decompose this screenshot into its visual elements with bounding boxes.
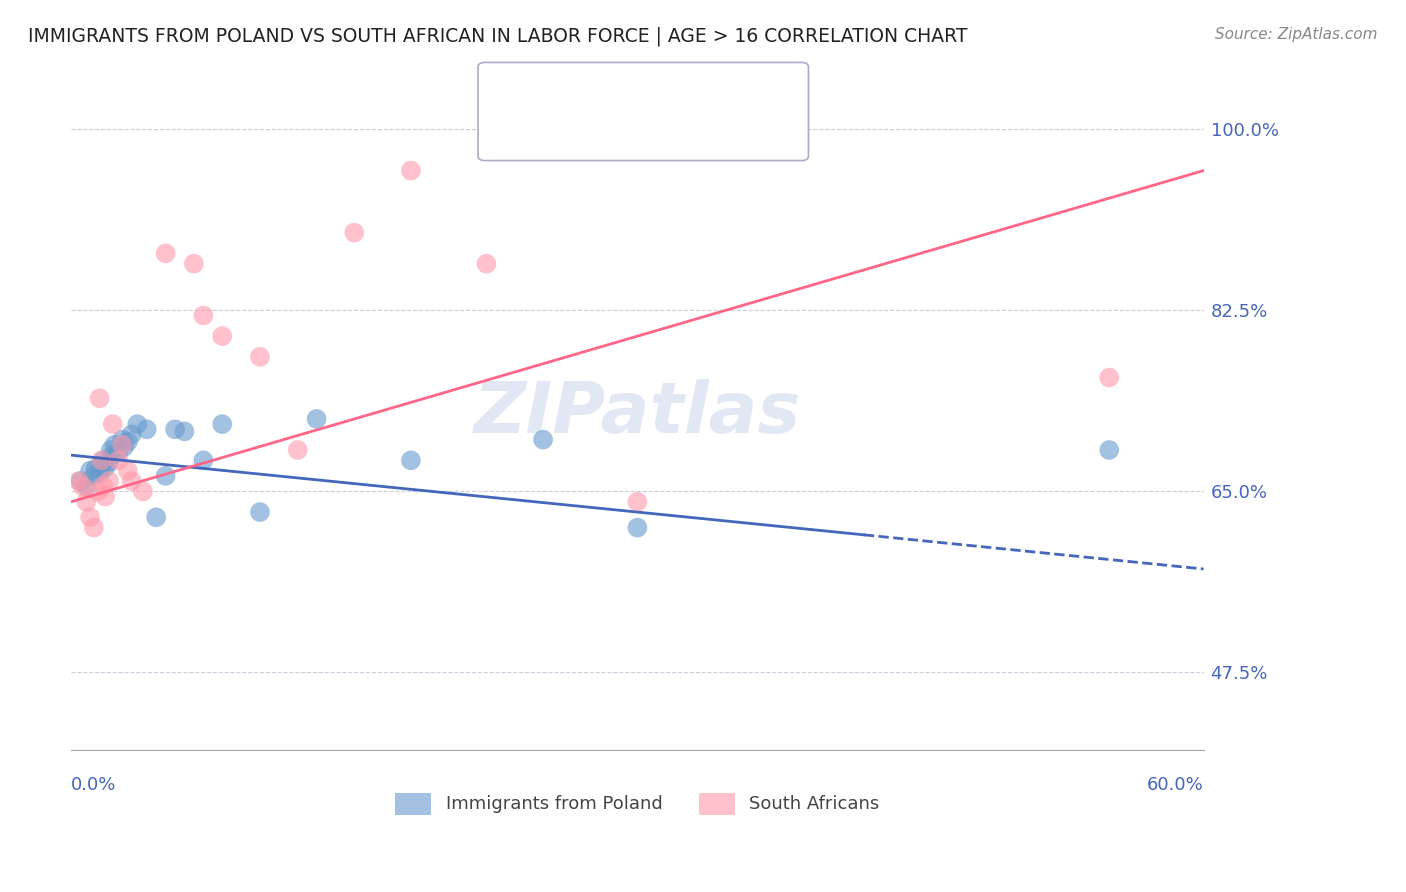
Point [173,425,195,439]
Point [90,458,112,473]
Point [117,464,139,478]
Point [79,510,101,524]
Point [111,433,134,447]
Text: 60.0%: 60.0% [1147,776,1204,794]
Point [75,494,97,508]
Point [211,417,233,431]
Point [132,484,155,499]
Point [211,329,233,343]
Point [101,417,124,431]
Point [90,453,112,467]
Text: ZIPatlas: ZIPatlas [474,379,801,449]
Point [852,754,875,768]
Point [83,520,105,534]
Point [91,479,114,493]
Point [100,442,122,457]
Point [89,466,111,480]
Point [104,438,127,452]
Point [91,453,114,467]
Point [86,484,108,499]
Point [98,455,121,469]
Point [155,246,177,260]
Point [155,468,177,483]
Point [75,479,97,493]
Point [89,391,111,405]
Text: 0.0%: 0.0% [72,776,117,794]
Point [84,461,107,475]
Point [343,226,366,240]
Point [83,468,105,483]
Point [193,309,215,323]
Point [399,453,422,467]
Point [111,438,134,452]
Point [72,479,94,493]
Point [101,448,124,462]
Legend: Immigrants from Poland, South Africans: Immigrants from Poland, South Africans [388,785,887,822]
Point [107,453,129,467]
Point [1098,370,1121,384]
Point [475,257,498,271]
Point [305,412,328,426]
Point [183,257,205,271]
Text: Source: ZipAtlas.com: Source: ZipAtlas.com [1215,27,1378,42]
Point [626,494,648,508]
Point [121,427,143,442]
Point [287,442,309,457]
Point [145,510,167,524]
Point [127,417,149,431]
Text: R = -0.233   N = 34: R = -0.233 N = 34 [502,80,679,98]
Point [135,422,157,436]
Text: R =  0.473   N = 28: R = 0.473 N = 28 [502,119,678,136]
Text: IMMIGRANTS FROM POLAND VS SOUTH AFRICAN IN LABOR FORCE | AGE > 16 CORRELATION CH: IMMIGRANTS FROM POLAND VS SOUTH AFRICAN … [28,27,967,46]
Point [399,163,422,178]
Point [193,453,215,467]
Point [69,474,91,488]
Point [94,460,117,475]
Point [626,520,648,534]
Point [98,474,121,488]
Point [67,474,90,488]
Point [121,474,143,488]
Point [249,350,271,364]
Point [720,769,742,783]
Point [94,490,117,504]
Point [1098,442,1121,457]
Point [531,433,554,447]
Point [107,445,129,459]
Point [79,464,101,478]
Point [249,505,271,519]
Point [112,440,135,454]
Point [117,434,139,449]
Point [163,422,186,436]
